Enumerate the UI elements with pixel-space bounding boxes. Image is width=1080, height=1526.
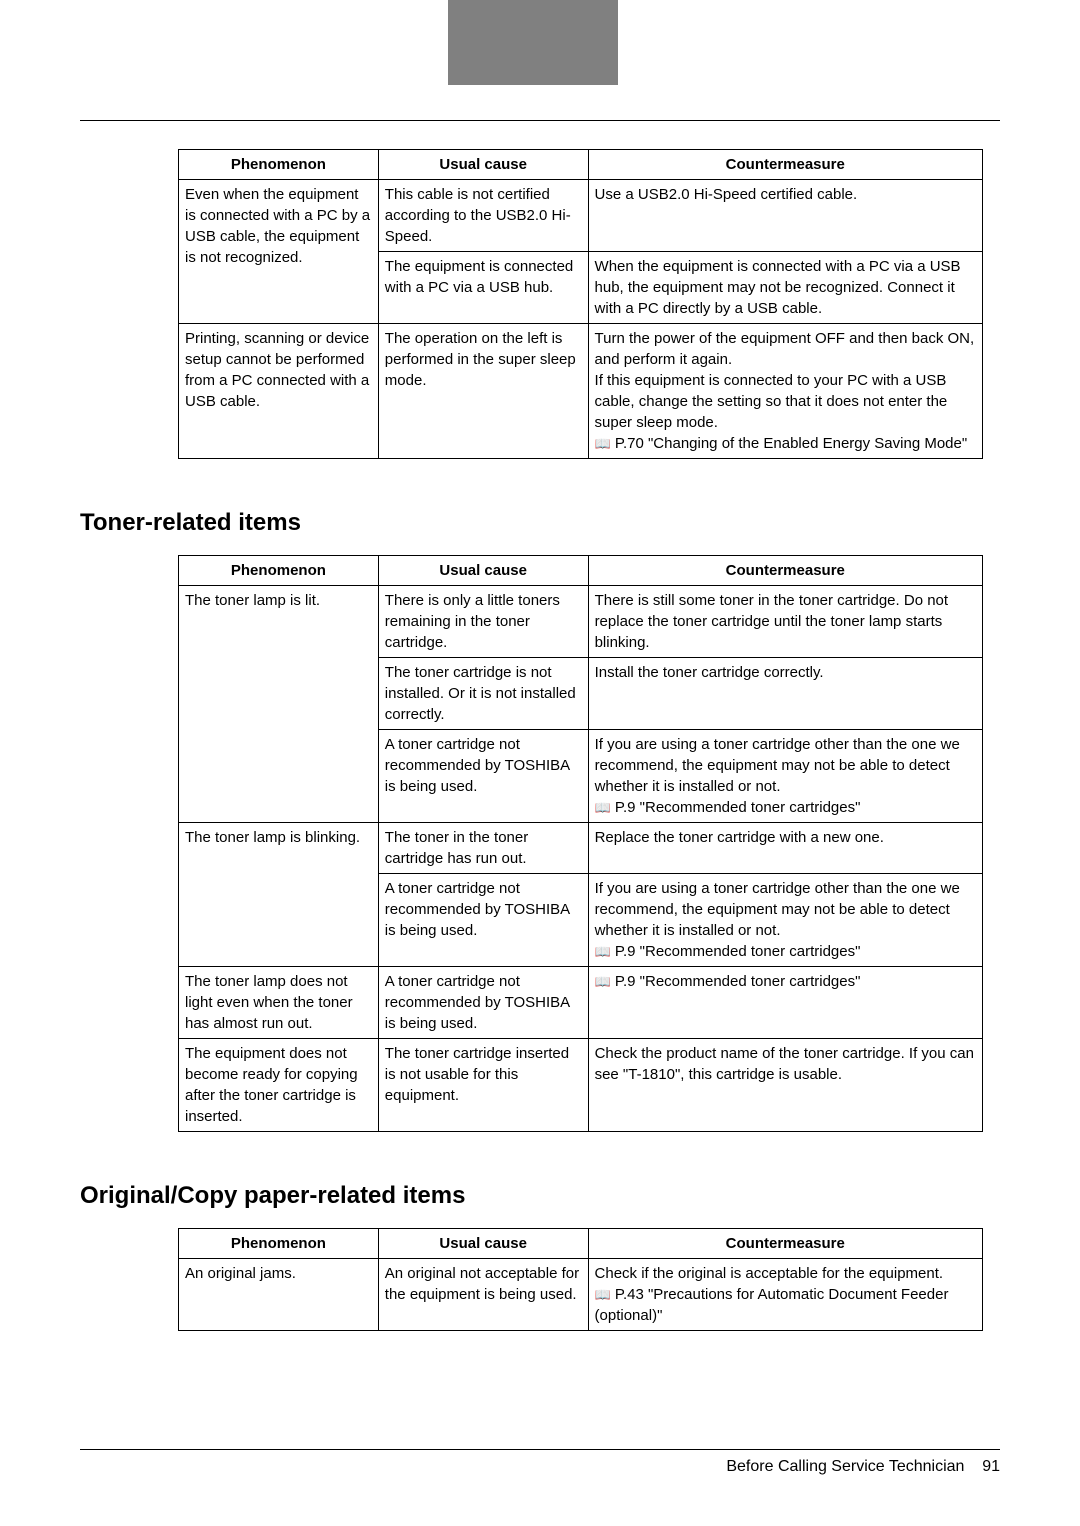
cell-cause: A toner cartridge not recommended by TOS…	[378, 730, 588, 823]
th-countermeasure: Countermeasure	[588, 1229, 982, 1259]
th-countermeasure: Countermeasure	[588, 556, 982, 586]
book-icon: 📖	[595, 799, 611, 817]
cell-phenomenon: An original jams.	[179, 1259, 379, 1331]
table-row: The toner lamp does not light even when …	[179, 967, 983, 1039]
page-content: Phenomenon Usual cause Countermeasure Ev…	[0, 0, 1080, 1331]
book-icon: 📖	[595, 973, 611, 991]
section-toner-heading: Toner-related items	[80, 509, 1000, 537]
footer-page: 91	[982, 1458, 1000, 1475]
th-usual-cause: Usual cause	[378, 150, 588, 180]
top-divider	[80, 120, 1000, 121]
cell-cause: This cable is not certified according to…	[378, 180, 588, 252]
cell-countermeasure: If you are using a toner cartridge other…	[588, 730, 982, 823]
cell-cause: A toner cartridge not recommended by TOS…	[378, 967, 588, 1039]
cell-countermeasure: Install the toner cartridge correctly.	[588, 658, 982, 730]
th-countermeasure: Countermeasure	[588, 150, 982, 180]
th-phenomenon: Phenomenon	[179, 1229, 379, 1259]
book-icon: 📖	[595, 943, 611, 961]
troubleshooting-table-toner: Phenomenon Usual cause Countermeasure Th…	[178, 555, 983, 1132]
cell-cause: There is only a little toners remaining …	[378, 586, 588, 658]
section-original-heading: Original/Copy paper-related items	[80, 1182, 1000, 1210]
footer-text: Before Calling Service Technician	[726, 1458, 964, 1475]
cell-phenomenon: The toner lamp does not light even when …	[179, 967, 379, 1039]
cell-phenomenon: The toner lamp is lit.	[179, 586, 379, 823]
table-row: The toner lamp is blinking.The toner in …	[179, 823, 983, 874]
cell-phenomenon: The toner lamp is blinking.	[179, 823, 379, 967]
cell-phenomenon: Printing, scanning or device setup canno…	[179, 324, 379, 459]
cell-cause: A toner cartridge not recommended by TOS…	[378, 874, 588, 967]
table-row: Printing, scanning or device setup canno…	[179, 324, 983, 459]
cell-cause: The toner cartridge inserted is not usab…	[378, 1039, 588, 1132]
th-phenomenon: Phenomenon	[179, 150, 379, 180]
troubleshooting-table-original: Phenomenon Usual cause Countermeasure An…	[178, 1228, 983, 1331]
cell-countermeasure: Use a USB2.0 Hi-Speed certified cable.	[588, 180, 982, 252]
cell-countermeasure: There is still some toner in the toner c…	[588, 586, 982, 658]
cell-cause: The toner cartridge is not installed. Or…	[378, 658, 588, 730]
troubleshooting-table-usb: Phenomenon Usual cause Countermeasure Ev…	[178, 149, 983, 459]
cell-phenomenon: The equipment does not become ready for …	[179, 1039, 379, 1132]
grey-tab	[448, 0, 618, 85]
cell-countermeasure: 📖 P.9 "Recommended toner cartridges"	[588, 967, 982, 1039]
cell-cause: The toner in the toner cartridge has run…	[378, 823, 588, 874]
cell-countermeasure: If you are using a toner cartridge other…	[588, 874, 982, 967]
page-footer: Before Calling Service Technician 91	[80, 1449, 1000, 1476]
book-icon: 📖	[595, 1286, 611, 1304]
cell-countermeasure: Turn the power of the equipment OFF and …	[588, 324, 982, 459]
cell-cause: The operation on the left is performed i…	[378, 324, 588, 459]
th-usual-cause: Usual cause	[378, 556, 588, 586]
cell-countermeasure: Check if the original is acceptable for …	[588, 1259, 982, 1331]
cell-countermeasure: When the equipment is connected with a P…	[588, 252, 982, 324]
table-row: Even when the equipment is connected wit…	[179, 180, 983, 252]
cell-phenomenon: Even when the equipment is connected wit…	[179, 180, 379, 324]
table-row: The equipment does not become ready for …	[179, 1039, 983, 1132]
cell-cause: The equipment is connected with a PC via…	[378, 252, 588, 324]
table-row: The toner lamp is lit.There is only a li…	[179, 586, 983, 658]
th-phenomenon: Phenomenon	[179, 556, 379, 586]
book-icon: 📖	[595, 435, 611, 453]
cell-countermeasure: Replace the toner cartridge with a new o…	[588, 823, 982, 874]
table-row: An original jams.An original not accepta…	[179, 1259, 983, 1331]
cell-cause: An original not acceptable for the equip…	[378, 1259, 588, 1331]
cell-countermeasure: Check the product name of the toner cart…	[588, 1039, 982, 1132]
th-usual-cause: Usual cause	[378, 1229, 588, 1259]
